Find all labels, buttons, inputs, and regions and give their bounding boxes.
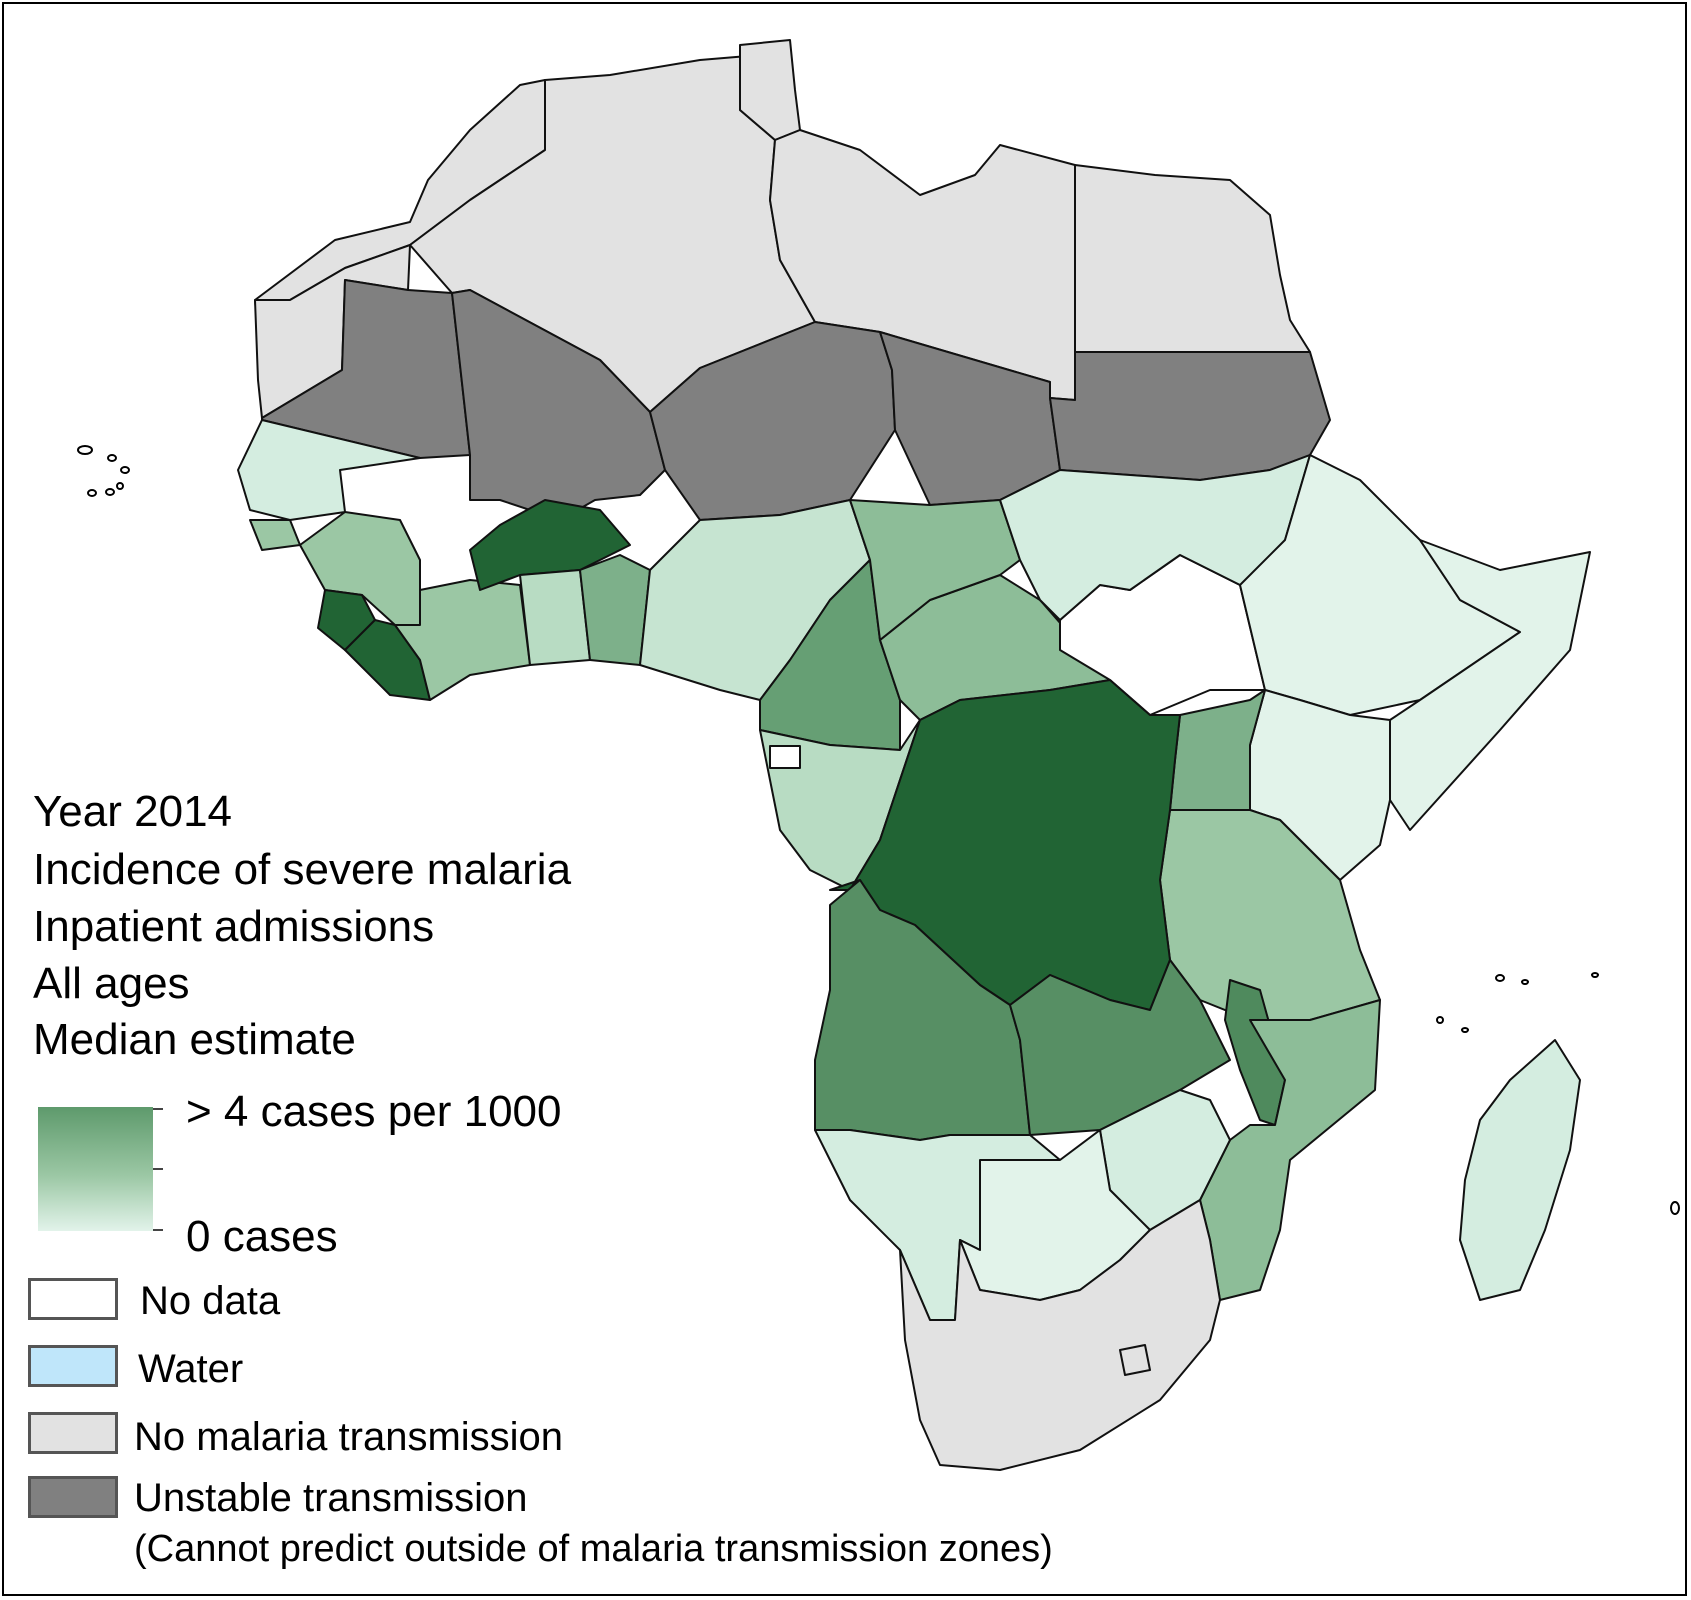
legend-swatch-unstable <box>28 1476 118 1518</box>
region-senegal <box>237 419 421 521</box>
indian-ocean-islands <box>1436 972 1680 1215</box>
scale-max-label: > 4 cases per 1000 <box>186 1087 562 1136</box>
metric-label: Inpatient admissions <box>33 902 435 951</box>
region-sudan <box>1049 351 1331 481</box>
region-togo-benin <box>579 554 651 666</box>
legend-swatch-water <box>28 1345 118 1387</box>
region-ethiopia <box>1239 454 1521 716</box>
legend-label-unstable: Unstable transmission <box>134 1476 528 1520</box>
region-equatorial-guinea <box>769 745 801 769</box>
legend-label-no-data: No data <box>140 1279 281 1323</box>
scale-tick-max <box>153 1108 163 1110</box>
region-mali <box>451 289 666 521</box>
region-ghana <box>519 569 591 666</box>
year-label: Year 2014 <box>33 787 233 836</box>
region-madagascar <box>1459 1039 1581 1301</box>
scale-min-label: 0 cases <box>186 1212 338 1261</box>
region-lesotho <box>1119 1344 1151 1376</box>
incidence-gradient-bar <box>38 1107 153 1231</box>
region-uganda <box>1169 689 1266 811</box>
cape-verde-islands <box>77 445 130 497</box>
estimate-label: Median estimate <box>33 1015 356 1064</box>
legend-label-no-transmission: No malaria transmission <box>134 1415 564 1459</box>
legend-label-water: Water <box>138 1347 244 1391</box>
legend-swatch-no-data <box>28 1278 118 1320</box>
region-mozambique <box>1199 999 1381 1301</box>
region-malawi <box>1224 979 1286 1126</box>
region-chad-south <box>849 499 1021 641</box>
region-guinea-bissau <box>249 519 301 551</box>
scale-tick-min <box>153 1229 163 1231</box>
legend-swatch-no-transmission <box>28 1412 118 1454</box>
region-egypt <box>1074 164 1311 353</box>
region-somalia <box>1389 539 1591 831</box>
ages-label: All ages <box>33 959 190 1008</box>
region-burkina-faso <box>469 499 631 591</box>
legend-unstable-note: (Cannot predict outside of malaria trans… <box>134 1528 1053 1570</box>
region-south-africa <box>899 1199 1221 1471</box>
measure-label: Incidence of severe malaria <box>33 845 572 894</box>
scale-tick-mid <box>153 1168 163 1170</box>
